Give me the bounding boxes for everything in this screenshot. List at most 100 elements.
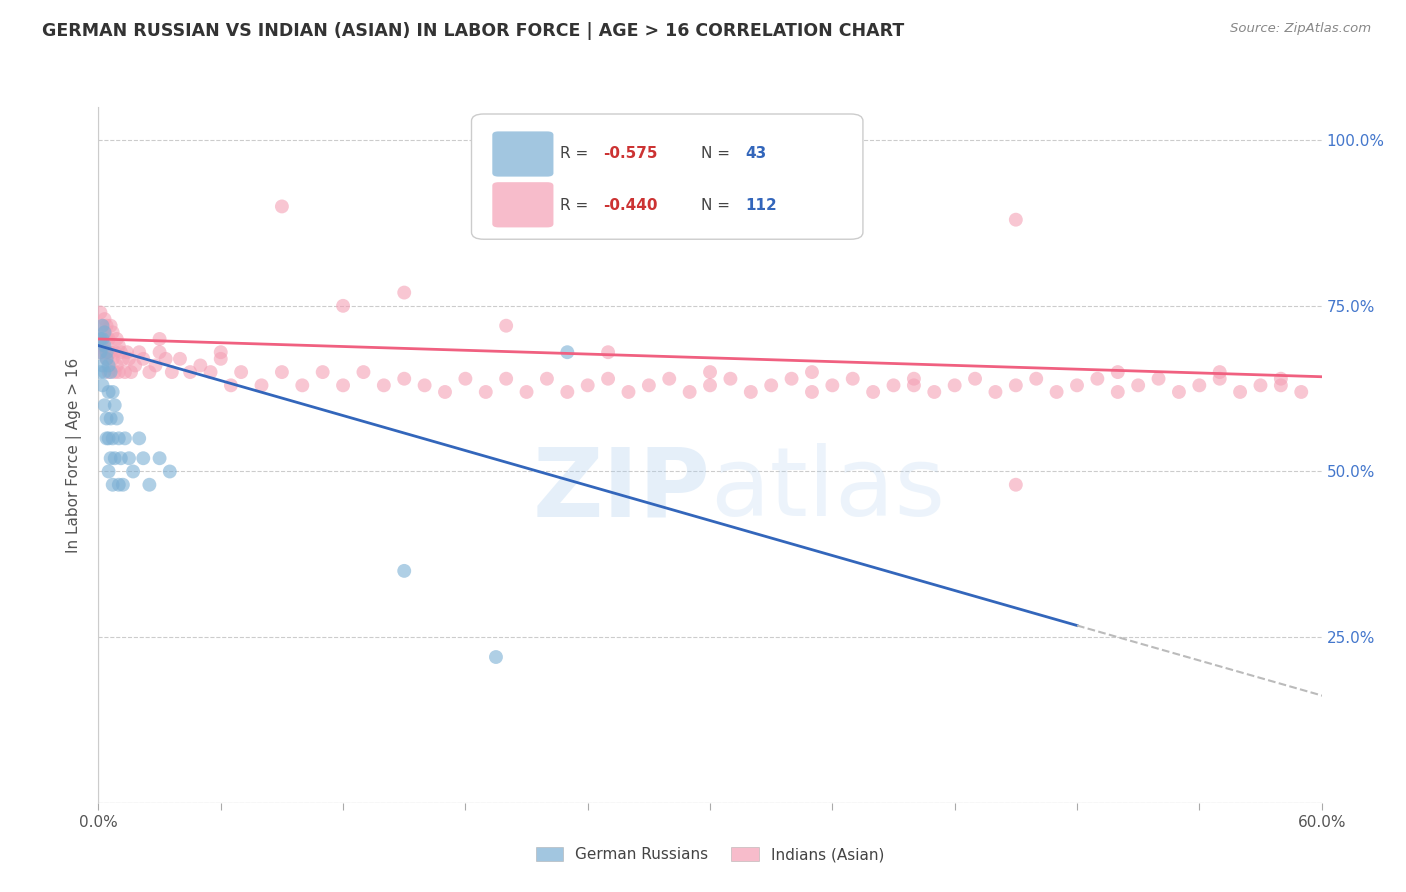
- Point: [89, 332, 111, 346]
- Point: [110, 345, 132, 359]
- FancyBboxPatch shape: [471, 114, 863, 239]
- Point: [93, 326, 115, 340]
- Point: [1209, 365, 1232, 379]
- Point: [1270, 372, 1292, 386]
- Point: [1107, 384, 1129, 399]
- Point: [576, 378, 599, 392]
- Point: [179, 365, 201, 379]
- Point: [110, 451, 132, 466]
- Point: [91, 318, 114, 333]
- Point: [720, 372, 742, 386]
- Point: [101, 326, 124, 340]
- Point: [93, 365, 115, 379]
- Point: [114, 365, 136, 379]
- Point: [270, 365, 294, 379]
- Point: [761, 378, 783, 392]
- Point: [188, 359, 212, 373]
- Point: [91, 378, 114, 392]
- Point: [101, 351, 124, 366]
- Point: [1167, 384, 1189, 399]
- Point: [138, 477, 160, 491]
- Point: [516, 384, 538, 399]
- Point: [89, 365, 111, 379]
- Point: [392, 285, 416, 300]
- Point: [93, 326, 115, 340]
- Point: [104, 451, 127, 466]
- Point: [169, 351, 191, 366]
- Point: [118, 451, 141, 466]
- Point: [149, 451, 172, 466]
- Point: [96, 332, 118, 346]
- Y-axis label: In Labor Force | Age > 16: In Labor Force | Age > 16: [66, 358, 82, 552]
- Point: [270, 199, 294, 213]
- Point: [485, 650, 508, 665]
- Point: [903, 372, 925, 386]
- Point: [841, 372, 863, 386]
- Point: [108, 338, 131, 352]
- Point: [291, 378, 314, 392]
- Point: [96, 351, 118, 366]
- Point: [536, 372, 558, 386]
- Point: [93, 312, 115, 326]
- Point: [780, 372, 803, 386]
- Point: [108, 431, 131, 445]
- Point: [598, 345, 620, 359]
- Point: [392, 372, 416, 386]
- Point: [128, 431, 150, 445]
- Point: [434, 384, 457, 399]
- Point: [943, 378, 966, 392]
- Point: [1270, 378, 1292, 392]
- Point: [104, 345, 127, 359]
- Point: [101, 477, 124, 491]
- Point: [89, 345, 111, 359]
- Point: [97, 365, 120, 379]
- Point: [100, 451, 122, 466]
- Point: [96, 411, 118, 425]
- Point: [100, 345, 122, 359]
- Point: [801, 384, 824, 399]
- Point: [200, 365, 222, 379]
- Point: [679, 384, 702, 399]
- Point: [108, 365, 131, 379]
- Point: [1025, 372, 1047, 386]
- Point: [89, 345, 111, 359]
- Point: [122, 465, 145, 479]
- Point: [413, 378, 436, 392]
- Point: [91, 359, 114, 373]
- Point: [250, 378, 273, 392]
- Point: [93, 345, 115, 359]
- Point: [474, 384, 498, 399]
- Point: [120, 365, 142, 379]
- Text: atlas: atlas: [710, 443, 945, 536]
- Point: [97, 431, 120, 445]
- Point: [1085, 372, 1108, 386]
- Point: [862, 384, 884, 399]
- Point: [138, 365, 160, 379]
- Point: [1249, 378, 1271, 392]
- Point: [96, 345, 118, 359]
- Text: 112: 112: [745, 198, 778, 213]
- Point: [821, 378, 844, 392]
- Point: [91, 332, 114, 346]
- Text: -0.575: -0.575: [603, 146, 658, 161]
- Point: [801, 365, 824, 379]
- Legend: German Russians, Indians (Asian): German Russians, Indians (Asian): [530, 841, 890, 868]
- Point: [132, 351, 155, 366]
- Text: -0.440: -0.440: [603, 198, 658, 213]
- Point: [89, 305, 111, 319]
- Text: N =: N =: [702, 198, 735, 213]
- Point: [155, 351, 177, 366]
- Point: [96, 431, 118, 445]
- Point: [118, 351, 141, 366]
- Point: [132, 451, 155, 466]
- Point: [1066, 378, 1088, 392]
- Point: [1107, 365, 1129, 379]
- Point: [145, 359, 167, 373]
- FancyBboxPatch shape: [492, 182, 554, 227]
- Text: 43: 43: [745, 146, 766, 161]
- Point: [100, 318, 122, 333]
- Point: [699, 365, 721, 379]
- Point: [392, 564, 416, 578]
- Point: [312, 365, 335, 379]
- Point: [740, 384, 762, 399]
